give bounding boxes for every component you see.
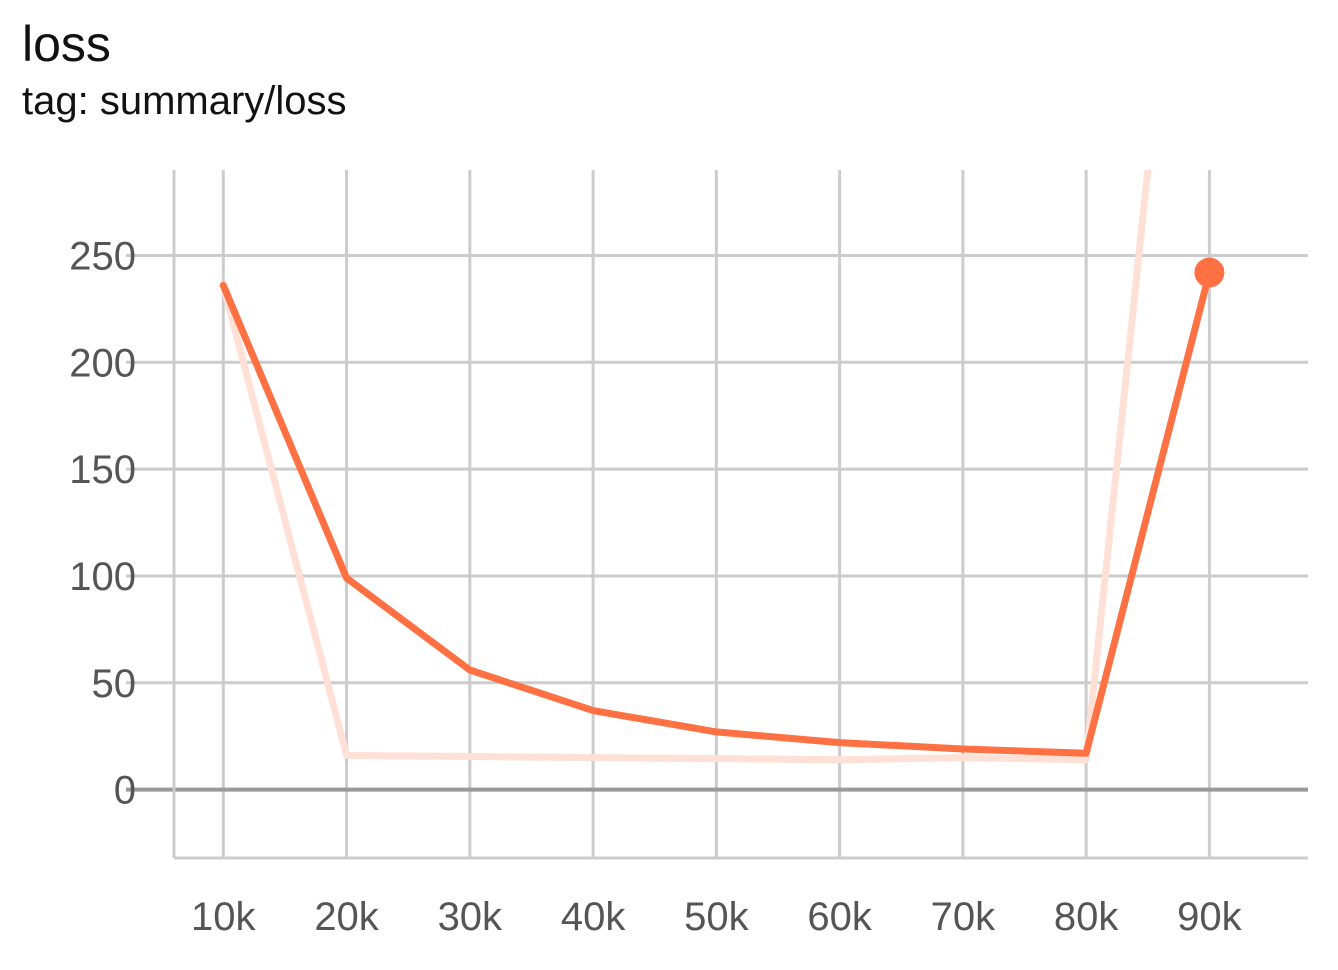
y-tick-label: 200 bbox=[69, 341, 136, 385]
x-tick-label: 40k bbox=[561, 895, 626, 939]
chart-title: loss bbox=[22, 16, 111, 72]
grid-lines bbox=[126, 170, 1308, 858]
axes bbox=[172, 170, 1308, 860]
y-tick-label: 0 bbox=[114, 769, 136, 813]
x-tick-label: 30k bbox=[438, 895, 503, 939]
x-tick-label: 20k bbox=[314, 895, 379, 939]
y-tick-label: 100 bbox=[69, 555, 136, 599]
x-tick-label: 10k bbox=[191, 895, 256, 939]
x-tick-label: 50k bbox=[684, 895, 749, 939]
raw-loss-line bbox=[219, 170, 1152, 764]
chart-subtitle: tag: summary/loss bbox=[22, 79, 347, 123]
x-tick-label: 60k bbox=[807, 895, 872, 939]
x-tick-label: 90k bbox=[1177, 895, 1242, 939]
y-tick-label: 50 bbox=[92, 662, 137, 706]
series-lines bbox=[219, 170, 1225, 764]
y-tick-label: 150 bbox=[69, 448, 136, 492]
tick-labels: 10k 20k 30k 40k 50k 60k 70k 80k 90k 0 50 100 150 200 2… bbox=[69, 234, 1242, 939]
x-tick-label: 70k bbox=[931, 895, 996, 939]
smoothed-loss-line bbox=[219, 269, 1213, 757]
x-tick-label: 80k bbox=[1054, 895, 1119, 939]
last-point-marker[interactable] bbox=[1194, 257, 1225, 288]
y-tick-label: 250 bbox=[69, 234, 136, 278]
